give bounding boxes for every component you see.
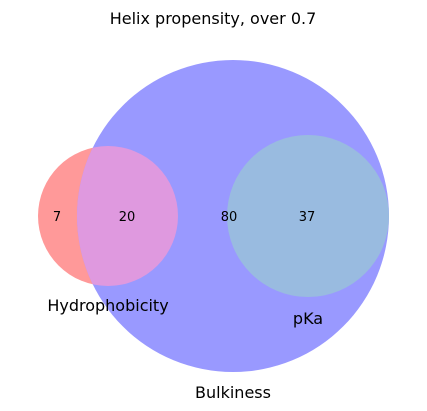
label-hydrophobicity: Hydrophobicity (47, 296, 168, 315)
label-bulkiness: Bulkiness (195, 383, 271, 402)
diagram-title: Helix propensity, over 0.7 (110, 9, 317, 28)
label-pka: pKa (293, 309, 323, 328)
count-bulkiness-pka: 37 (299, 210, 316, 225)
count-bulkiness-only: 80 (221, 210, 238, 225)
count-hydrophobicity-only: 7 (53, 210, 61, 225)
pka-circle (227, 135, 389, 297)
count-hydrophobicity-bulkiness: 20 (119, 210, 136, 225)
hydrophobicity-bulkiness-overlap (77, 146, 178, 286)
